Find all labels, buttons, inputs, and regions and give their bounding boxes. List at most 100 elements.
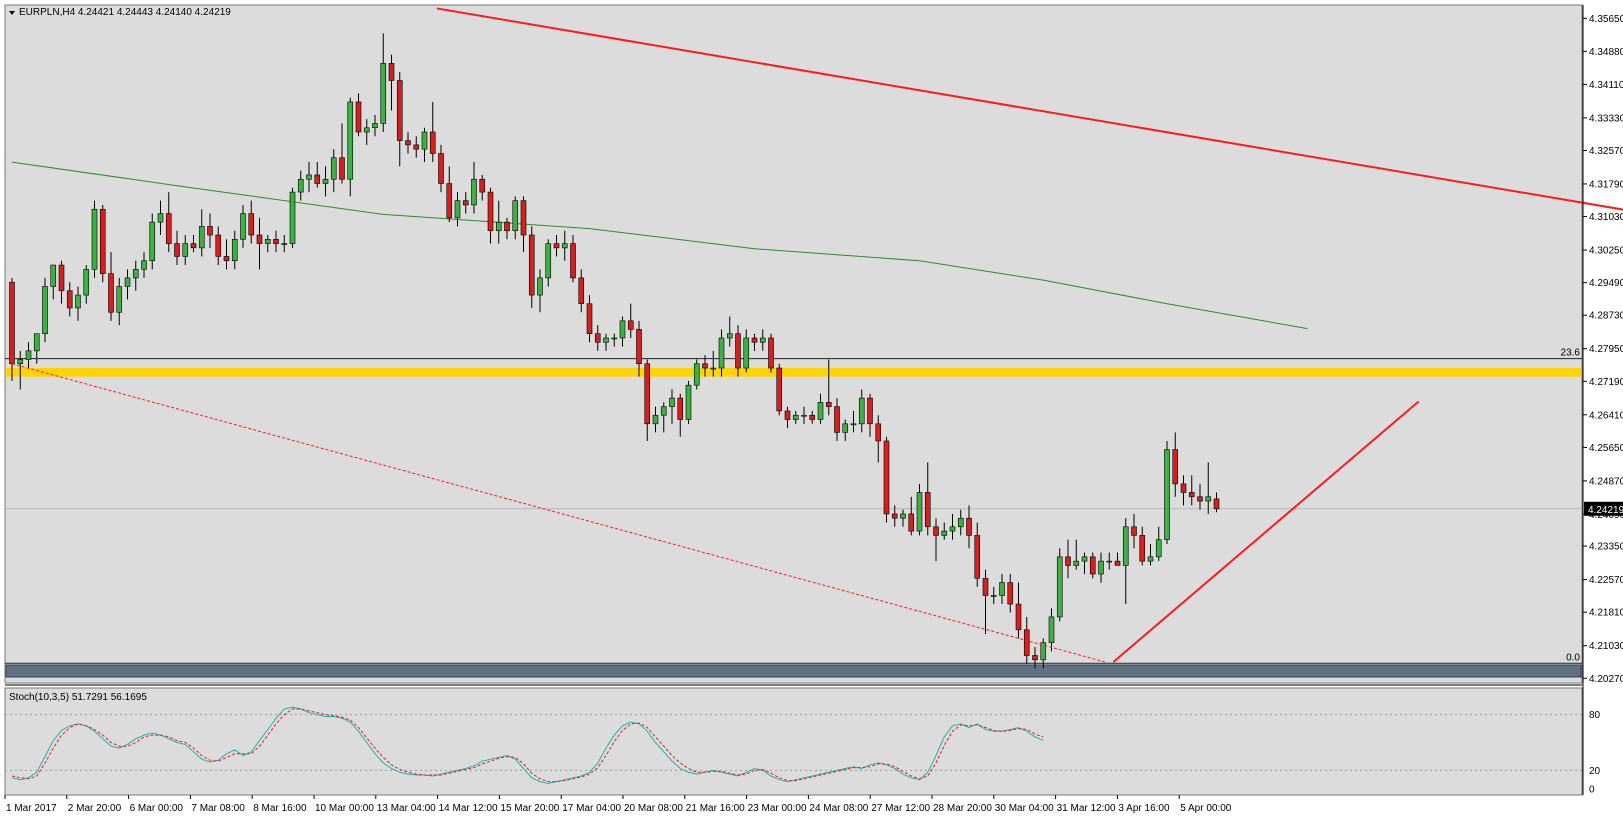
bull-candle — [801, 414, 807, 417]
stoch-main-line — [11, 706, 1044, 784]
bear-candle — [405, 140, 411, 146]
bull-candle — [372, 123, 378, 129]
y-tick-label: 4.32570 — [1589, 146, 1623, 157]
bear-candle — [883, 440, 890, 515]
bull-candle — [693, 363, 700, 386]
x-tick-label: 7 Mar 08:00 — [191, 803, 245, 814]
bear-candle — [933, 526, 939, 536]
bull-candle — [363, 127, 370, 133]
bear-candle — [1131, 526, 1137, 536]
x-tick-label: 8 Mar 16:00 — [253, 803, 307, 814]
bear-candle — [677, 397, 684, 420]
bear-candle — [190, 243, 197, 249]
bear-candle — [809, 414, 816, 420]
bear-candle — [1139, 535, 1146, 562]
bear-candle — [58, 264, 65, 292]
current-price-label: 4.24219 — [1588, 505, 1623, 516]
y-tick-label: 4.27190 — [1589, 377, 1623, 388]
bear-candle — [273, 238, 279, 244]
y-tick-label: 4.26410 — [1589, 410, 1623, 421]
bear-candle — [1180, 483, 1187, 493]
bull-candle — [149, 221, 156, 262]
bull-candle — [1098, 560, 1104, 575]
bear-candle — [248, 213, 255, 236]
bull-candle — [949, 526, 956, 532]
bear-candle — [438, 153, 444, 184]
bear-candle — [974, 535, 981, 579]
bear-candle — [1114, 560, 1121, 566]
bear-candle — [165, 213, 172, 244]
bull-candle — [330, 157, 337, 180]
bear-candle — [924, 492, 931, 528]
bull-candle — [17, 359, 24, 365]
bear-candle — [702, 363, 708, 369]
bull-candle — [718, 337, 725, 369]
bear-candle — [735, 333, 741, 369]
bear-candle — [314, 174, 321, 184]
bull-candle — [322, 178, 329, 184]
bull-candle — [512, 200, 519, 232]
x-tick-label: 6 Mar 00:00 — [130, 803, 184, 814]
stochastic-panel — [4, 687, 1583, 796]
x-tick-label: 20 Mar 08:00 — [624, 803, 683, 814]
bull-candle — [726, 333, 733, 339]
bear-candle — [1007, 582, 1014, 605]
bear-candle — [429, 131, 436, 154]
bull-candle — [454, 200, 461, 219]
bear-candle — [1015, 603, 1022, 631]
x-tick-label: 13 Mar 04:00 — [377, 803, 436, 814]
bear-candle — [891, 513, 898, 519]
blue-zone — [5, 664, 1582, 678]
bull-candle — [182, 243, 189, 257]
price-panel — [4, 4, 1583, 684]
bull-candle — [1122, 526, 1129, 566]
x-tick-label: 1 Mar 2017 — [6, 803, 57, 814]
bear-candle — [396, 80, 403, 141]
y-tick-label: 4.29490 — [1589, 278, 1623, 289]
bear-candle — [627, 320, 634, 330]
bear-candle — [553, 243, 560, 249]
bear-candle — [594, 333, 601, 343]
bear-candle — [388, 63, 395, 81]
bear-candle — [355, 101, 362, 133]
bear-candle — [479, 178, 486, 193]
bull-candle — [297, 178, 304, 193]
bull-candle — [1164, 449, 1170, 540]
bear-candle — [751, 337, 758, 343]
y-tick-label: 4.23350 — [1589, 542, 1623, 553]
bull-candle — [306, 174, 312, 180]
bear-candle — [1188, 492, 1195, 498]
bear-candle — [644, 363, 651, 425]
x-tick-label: 28 Mar 20:00 — [933, 803, 992, 814]
x-tick-label: 23 Mar 00:00 — [748, 803, 807, 814]
bear-candle — [9, 281, 15, 365]
bull-candle — [792, 414, 799, 420]
bull-candle — [1106, 560, 1113, 563]
bull-candle — [1155, 539, 1162, 558]
bull-candle — [850, 423, 857, 426]
x-tick-label: 24 Mar 08:00 — [809, 803, 868, 814]
bull-candle — [132, 269, 139, 279]
bear-candle — [636, 329, 642, 365]
bull-candle — [1073, 560, 1080, 566]
y-tick-label: 4.31030 — [1589, 212, 1623, 223]
bear-candle — [784, 410, 791, 420]
bull-candle — [1048, 616, 1055, 643]
bull-candle — [957, 517, 964, 528]
bear-candle — [215, 234, 222, 257]
bear-candle — [1032, 655, 1038, 661]
bull-candle — [1081, 556, 1088, 562]
bear-candle — [966, 517, 972, 536]
bull-candle — [842, 423, 849, 433]
bull-candle — [652, 414, 659, 425]
bull-candle — [817, 402, 824, 420]
bear-candle — [982, 577, 989, 596]
bull-candle — [603, 337, 609, 343]
bull-candle — [1205, 496, 1212, 502]
bear-candle — [578, 277, 585, 304]
bear-candle — [207, 226, 213, 236]
stoch-tick-label: 20 — [1589, 766, 1601, 777]
y-tick-label: 4.25650 — [1589, 443, 1623, 454]
moving-average-line — [11, 161, 1308, 330]
